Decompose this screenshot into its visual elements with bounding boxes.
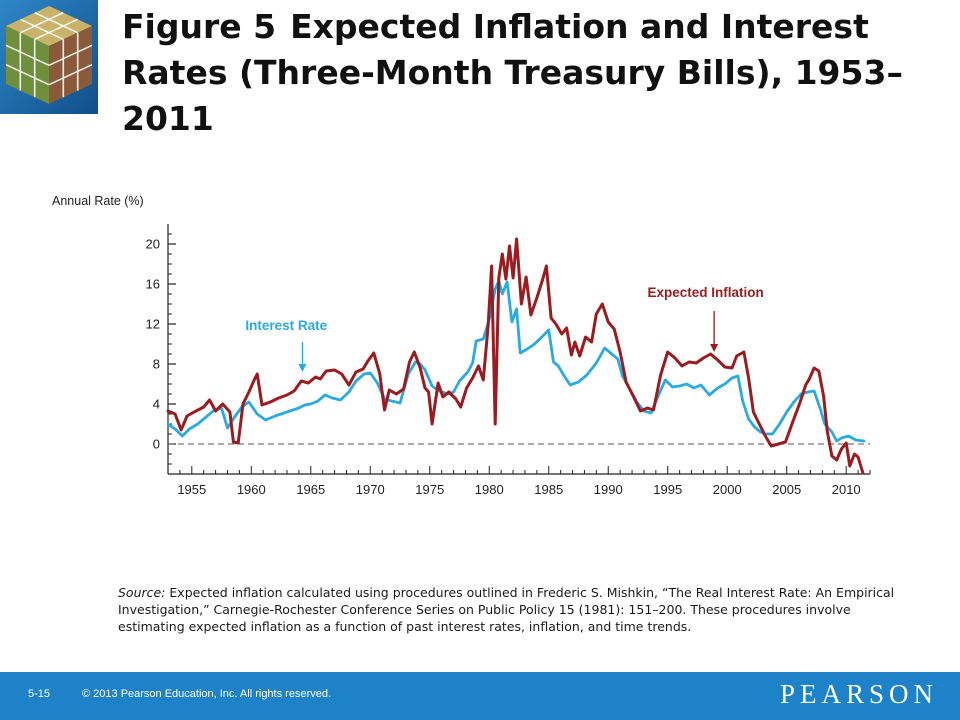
expected-inflation-line <box>166 237 865 475</box>
x-tick-label: 1985 <box>534 482 563 497</box>
x-axis: 1955 1960 1965 1970 1975 1980 1985 1990 1995 2000… <box>167 443 871 497</box>
x-tick-label: 2005 <box>772 482 801 497</box>
x-tick-label: 1960 <box>237 482 266 497</box>
x-tick-label: 1990 <box>594 482 623 497</box>
series-layer <box>166 237 866 475</box>
rubiks-cube-logo <box>0 0 98 114</box>
x-tick-label: 1965 <box>296 482 325 497</box>
slide-number: 5-15 <box>28 688 51 700</box>
interest-rate-line <box>166 279 866 443</box>
y-tick-label: 16 <box>146 277 160 292</box>
x-tick-label: 1980 <box>475 482 504 497</box>
expected-inflation-label: Expected Inflation <box>648 285 764 300</box>
interest-rate-label: Interest Rate <box>245 318 327 333</box>
x-tick-label: 2000 <box>713 482 742 497</box>
footer-bar: 5-15 © 2013 Pearson Education, Inc. All … <box>0 672 960 720</box>
publisher-logo: PEARSON <box>779 679 938 709</box>
y-tick-label: 0 <box>153 437 160 452</box>
y-tick-label: 12 <box>146 317 160 332</box>
source-note: Source: Expected inflation calculated us… <box>118 584 918 635</box>
interest-rate-arrowhead <box>298 364 307 372</box>
x-tick-label: 2010 <box>832 482 861 497</box>
source-text: Expected inflation calculated using proc… <box>118 585 895 634</box>
source-label: Source: <box>118 585 166 600</box>
y-tick-label: 8 <box>153 357 160 372</box>
y-axis: 0 4 8 12 16 20 <box>146 224 176 474</box>
slide-title: Figure 5 Expected Inflation and Interest … <box>122 4 942 142</box>
x-tick-label: 1995 <box>653 482 682 497</box>
figure-title: Expected Inflation and Interest Rates (T… <box>122 7 903 138</box>
x-tick-label: 1955 <box>177 482 206 497</box>
figure-number: Figure 5 <box>122 7 277 46</box>
y-axis-label: Annual Rate (%) <box>52 194 144 208</box>
copyright-notice: © 2013 Pearson Education, Inc. All right… <box>82 688 332 700</box>
annotation-layer: Interest Rate Expected Inflation <box>245 285 764 372</box>
x-tick-label: 1970 <box>356 482 385 497</box>
x-tick-label: 1975 <box>415 482 444 497</box>
y-tick-label: 20 <box>146 237 160 252</box>
y-tick-label: 4 <box>153 397 160 412</box>
expected-inflation-arrowhead <box>710 344 719 352</box>
